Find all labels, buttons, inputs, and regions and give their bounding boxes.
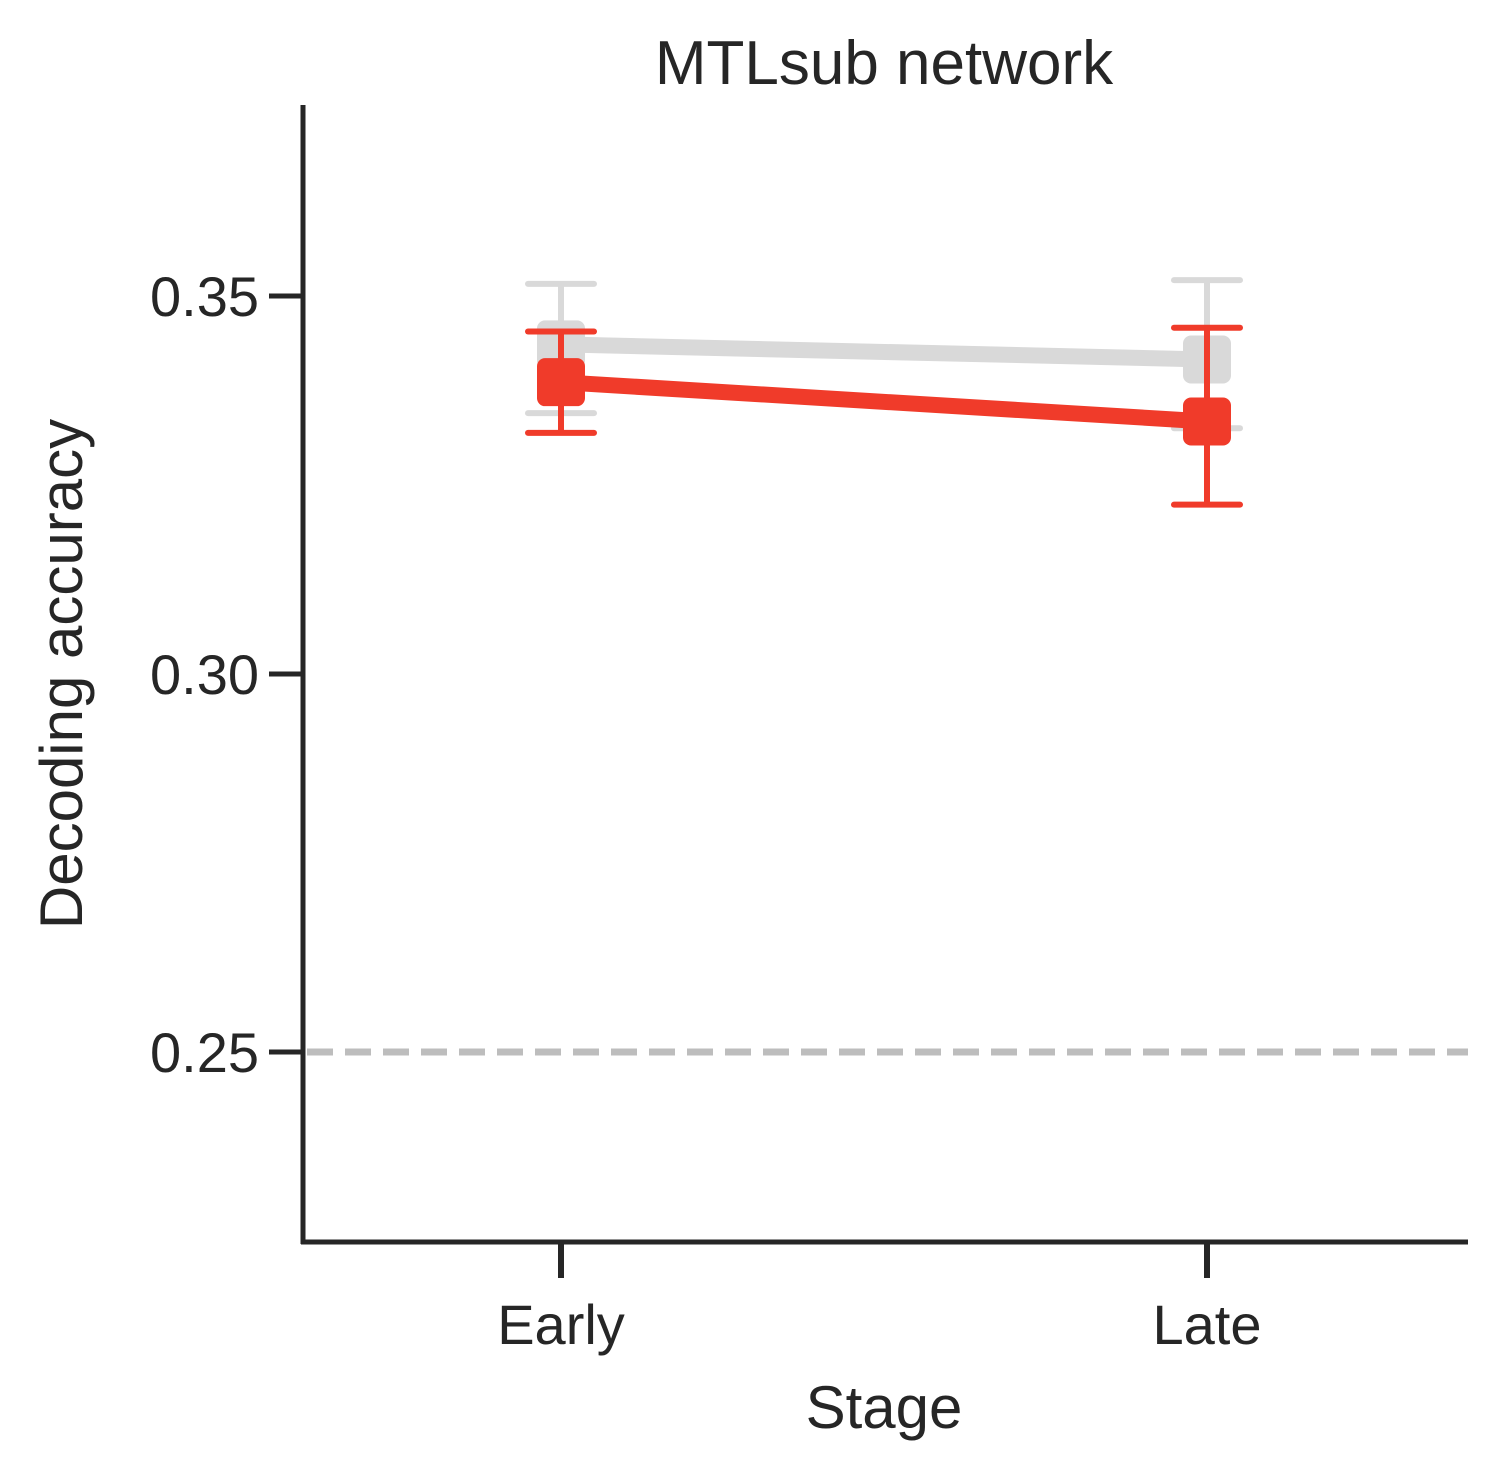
y-tick-label: 0.35 [150, 265, 259, 328]
x-tick-label: Early [497, 1293, 625, 1356]
y-axis-ticks: 0.25 0.30 0.35 [150, 265, 303, 1084]
data-point [537, 358, 585, 407]
y-tick-label: 0.30 [150, 643, 259, 706]
x-axis-ticks: Early Late [497, 1242, 1262, 1356]
series-line [553, 336, 1215, 368]
y-tick-label: 0.25 [150, 1021, 259, 1084]
chart-title: MTLsub network [655, 29, 1114, 98]
x-axis-label: Stage [806, 1374, 963, 1441]
series-line [553, 374, 1215, 430]
data-point [1183, 397, 1231, 446]
plot-area [307, 277, 1468, 1056]
x-tick-label: Late [1153, 1293, 1262, 1356]
y-axis-label: Decoding accuracy [28, 419, 95, 929]
series-1 [525, 324, 1243, 508]
